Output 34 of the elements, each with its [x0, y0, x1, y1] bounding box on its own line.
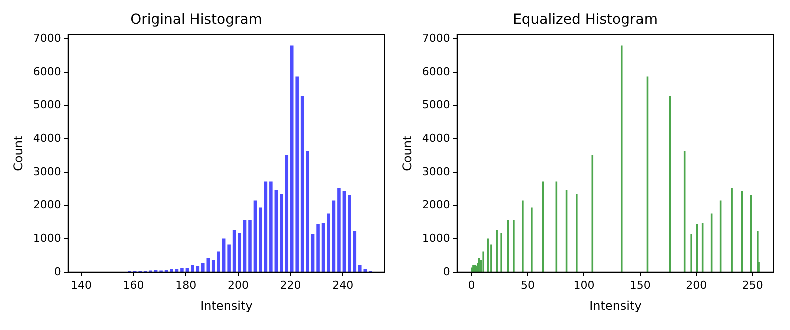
y-tick-label: 4000 — [33, 132, 62, 145]
x-tick-label: 100 — [574, 278, 595, 292]
y-tick-label: 0 — [54, 265, 62, 278]
x-axis-title: Intensity — [200, 298, 253, 313]
y-tick-label: 1000 — [422, 232, 450, 245]
y-tick-label: 7000 — [33, 32, 62, 45]
x-tick-label: 200 — [228, 278, 249, 292]
x-tick-label: 140 — [70, 278, 92, 292]
x-tick-label: 220 — [280, 278, 302, 292]
x-axis-title: Intensity — [590, 298, 642, 313]
chart-title: Equalized Histogram — [513, 12, 658, 28]
chart-title: Original Histogram — [130, 12, 262, 28]
y-tick-label: 2000 — [33, 198, 62, 212]
y-tick-label: 4000 — [422, 132, 450, 145]
y-tick-label: 5000 — [33, 98, 62, 112]
x-tick-label: 50 — [521, 278, 535, 292]
y-tick-label: 7000 — [422, 32, 450, 45]
y-tick-label: 2000 — [422, 198, 450, 212]
y-tick-label: 6000 — [422, 65, 450, 78]
x-tick-label: 180 — [176, 278, 197, 292]
y-axis-title: Count — [400, 135, 414, 172]
x-tick-label: 200 — [686, 278, 708, 292]
x-tick-label: 150 — [630, 278, 651, 292]
y-tick-label: 6000 — [33, 65, 62, 78]
y-tick-label: 3000 — [422, 165, 450, 178]
y-axis-title: Count — [11, 135, 26, 172]
y-tick-label: 0 — [443, 265, 450, 278]
y-tick-label: 1000 — [33, 232, 62, 245]
y-tick-label: 5000 — [422, 98, 450, 112]
y-tick-label: 3000 — [33, 165, 62, 178]
x-tick-label: 250 — [742, 278, 764, 292]
x-tick-label: 0 — [468, 278, 476, 292]
x-tick-label: 160 — [123, 278, 144, 292]
x-tick-label: 240 — [332, 278, 354, 292]
